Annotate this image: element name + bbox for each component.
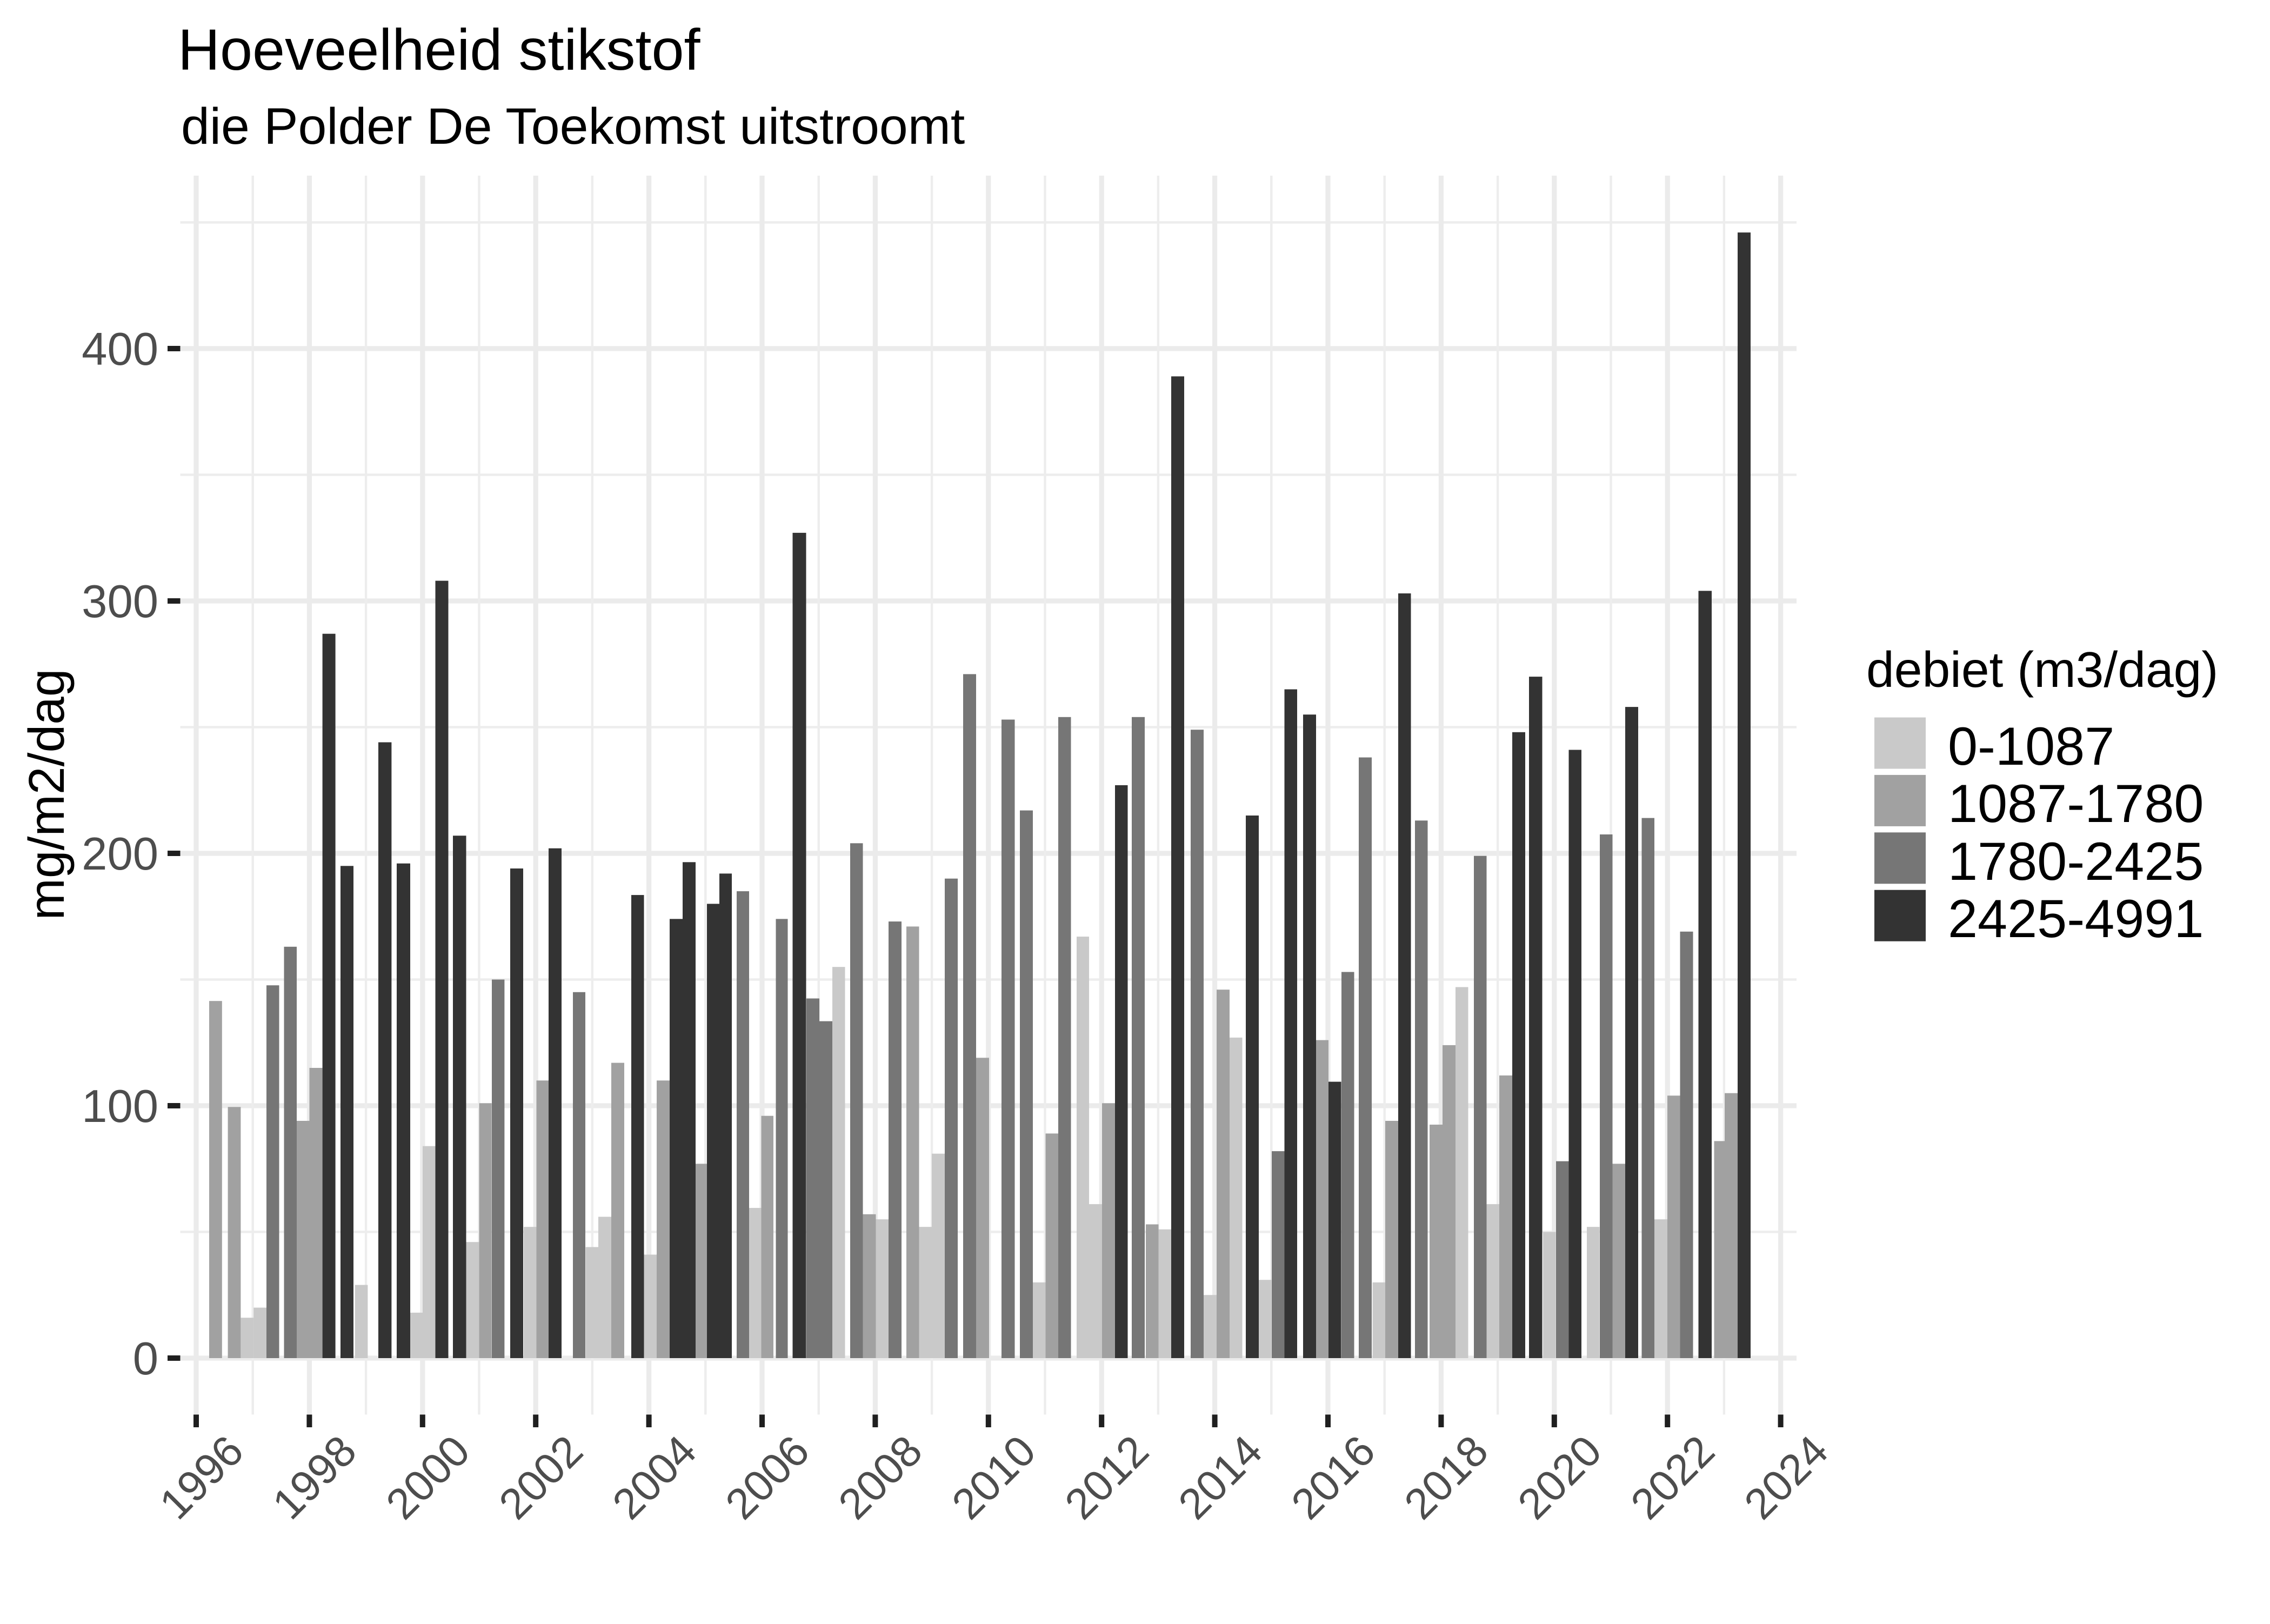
svg-text:100: 100 — [82, 1081, 158, 1132]
svg-text:Hoeveelheid stikstof: Hoeveelheid stikstof — [178, 17, 701, 82]
svg-text:200: 200 — [82, 828, 158, 880]
svg-text:mg/m2/dag: mg/m2/dag — [18, 669, 75, 920]
svg-text:400: 400 — [82, 324, 158, 375]
svg-text:0: 0 — [133, 1333, 158, 1385]
svg-text:die Polder De Toekomst uitstro: die Polder De Toekomst uitstroomt — [181, 98, 965, 155]
svg-text:1780-2425: 1780-2425 — [1948, 831, 2204, 891]
svg-text:debiet (m3/dag): debiet (m3/dag) — [1866, 641, 2218, 698]
svg-text:300: 300 — [82, 576, 158, 627]
svg-text:1087-1780: 1087-1780 — [1948, 773, 2204, 833]
svg-text:2425-4991: 2425-4991 — [1948, 888, 2204, 948]
svg-text:0-1087: 0-1087 — [1948, 716, 2114, 776]
